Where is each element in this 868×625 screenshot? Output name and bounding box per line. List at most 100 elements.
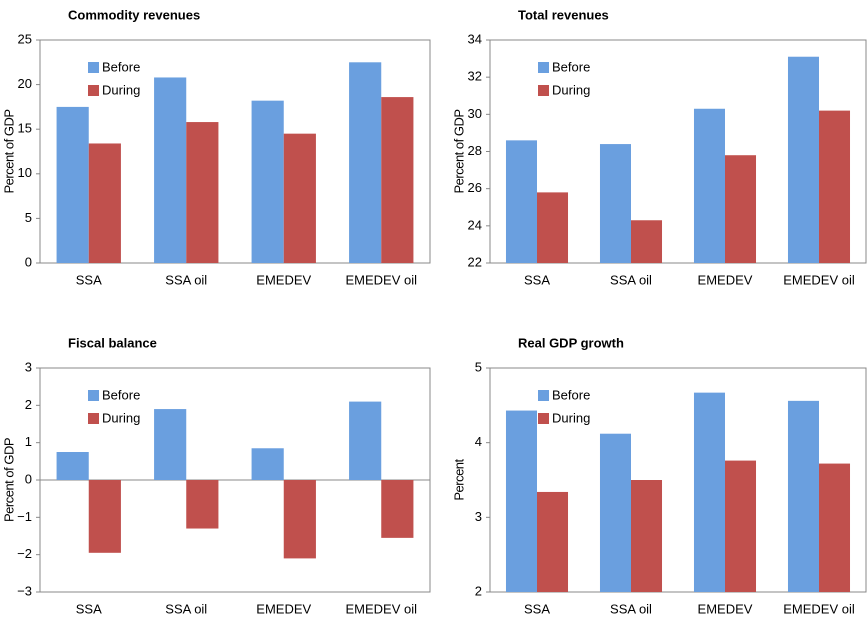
legend-label: Before	[102, 59, 140, 74]
bar	[56, 452, 89, 480]
legend-label: During	[552, 82, 590, 97]
y-tick-label: −1	[17, 509, 32, 524]
x-tick-label: SSA	[524, 272, 550, 287]
bar	[505, 140, 537, 263]
legend-label: During	[552, 410, 590, 425]
y-tick-label: 10	[18, 165, 32, 180]
legend-swatch	[88, 413, 99, 424]
bar	[154, 77, 187, 264]
legend-swatch	[88, 85, 99, 96]
bar	[599, 433, 631, 592]
y-tick-label: −3	[17, 583, 32, 598]
y-tick-label: 5	[25, 210, 32, 225]
legend-swatch	[538, 85, 549, 96]
bar	[283, 133, 316, 263]
y-tick-label: 25	[18, 31, 32, 46]
bar	[251, 100, 284, 263]
bar	[505, 410, 537, 592]
y-tick-label: 4	[475, 434, 482, 449]
x-tick-label: SSA	[76, 272, 102, 287]
bar	[381, 97, 414, 263]
x-tick-label: SSA oil	[165, 601, 207, 616]
y-tick-label: 2	[475, 583, 482, 598]
y-axis-label: Percent of GDP	[1, 109, 16, 193]
bar	[599, 144, 631, 263]
bar	[725, 155, 757, 263]
x-tick-label: EMEDEV	[256, 601, 311, 616]
bar	[537, 192, 569, 263]
y-tick-label: 2	[25, 397, 32, 412]
bar	[186, 122, 219, 264]
legend-swatch	[88, 390, 99, 401]
legend-swatch	[88, 62, 99, 73]
x-tick-label: SSA	[76, 601, 102, 616]
y-tick-label: 3	[475, 509, 482, 524]
bar	[349, 62, 382, 263]
y-tick-label: 24	[468, 217, 482, 232]
bar	[819, 110, 851, 263]
bar	[154, 409, 187, 480]
bar	[251, 448, 284, 480]
x-tick-label: SSA oil	[610, 601, 652, 616]
plot-frame	[39, 39, 431, 264]
bar	[537, 491, 569, 592]
x-tick-label: SSA oil	[610, 272, 652, 287]
legend-label: Before	[552, 59, 590, 74]
chart-title: Total revenues	[518, 7, 609, 22]
bar	[693, 108, 725, 263]
bar	[56, 106, 89, 264]
y-tick-label: 1	[25, 434, 32, 449]
y-tick-label: 3	[25, 359, 32, 374]
plot-frame	[489, 367, 867, 593]
y-tick-label: 0	[25, 471, 32, 486]
bar	[819, 463, 851, 592]
y-tick-label: 0	[25, 254, 32, 269]
legend-label: Before	[552, 387, 590, 402]
y-axis-label: Percent	[451, 458, 466, 500]
y-tick-label: 34	[468, 31, 482, 46]
x-tick-label: EMEDEV oil	[345, 272, 417, 287]
bar	[787, 400, 819, 592]
chart-title: Real GDP growth	[518, 335, 624, 350]
bar	[349, 401, 382, 480]
bar	[88, 480, 121, 553]
chart-title: Commodity revenues	[68, 7, 200, 22]
bar	[787, 56, 819, 263]
x-tick-label: SSA	[524, 601, 550, 616]
bar	[88, 143, 121, 263]
y-tick-label: 32	[468, 69, 482, 84]
x-tick-label: EMEDEV oil	[783, 272, 855, 287]
y-tick-label: 26	[468, 180, 482, 195]
y-tick-label: 28	[468, 143, 482, 158]
bar	[693, 392, 725, 592]
y-axis-label: Percent of GDP	[1, 438, 16, 522]
x-tick-label: EMEDEV oil	[345, 601, 417, 616]
bar	[186, 480, 219, 529]
x-tick-label: EMEDEV oil	[783, 601, 855, 616]
y-tick-label: 20	[18, 76, 32, 91]
legend-label: During	[102, 82, 140, 97]
legend-swatch	[538, 390, 549, 401]
bar	[725, 460, 757, 592]
x-tick-label: SSA oil	[165, 272, 207, 287]
bar	[283, 480, 316, 559]
y-tick-label: 22	[468, 254, 482, 269]
legend-label: Before	[102, 387, 140, 402]
x-tick-label: EMEDEV	[698, 601, 753, 616]
legend-swatch	[538, 413, 549, 424]
bar	[381, 480, 414, 538]
legend-label: During	[102, 410, 140, 425]
legend-swatch	[538, 62, 549, 73]
chart-title: Fiscal balance	[68, 335, 157, 350]
y-tick-label: 5	[475, 359, 482, 374]
y-tick-label: −2	[17, 546, 32, 561]
y-tick-label: 15	[18, 121, 32, 136]
bar	[631, 220, 663, 263]
x-tick-label: EMEDEV	[256, 272, 311, 287]
x-tick-label: EMEDEV	[698, 272, 753, 287]
y-axis-label: Percent of GDP	[451, 109, 466, 193]
y-tick-label: 30	[468, 106, 482, 121]
bar	[631, 480, 663, 592]
